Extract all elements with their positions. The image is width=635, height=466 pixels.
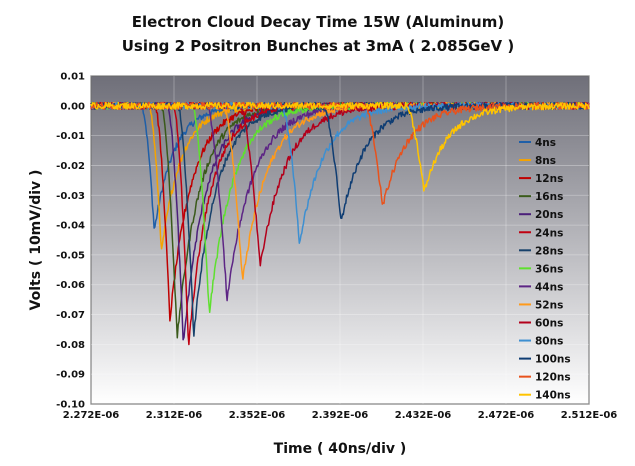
legend-label: 120ns [535,372,571,384]
x-axis-ticks: 2.272E-06 2.312E-06 2.352E-06 2.392E-06 2.43… [63,410,618,421]
legend-label: 20ns [535,209,563,221]
legend: 4ns 8ns 12ns 16ns 20ns 24ns 28ns 36ns 44ns 52ns 60… [519,137,571,402]
chart-title: Electron Cloud Decay Time 15W (Aluminum) [132,13,504,31]
grid-lines [90,75,590,405]
x-tick-label: 2.472E-06 [478,410,535,421]
x-tick-label: 2.432E-06 [395,410,452,421]
y-tick-label: -0.08 [56,340,85,351]
legend-label: 100ns [535,354,571,366]
y-tick-label: -0.09 [56,370,85,381]
legend-label: 4ns [535,137,556,149]
y-tick-label: 0.00 [60,101,85,112]
plot-area [90,75,590,405]
chart-subtitle: Using 2 Positron Bunches at 3mA ( 2.085G… [122,37,514,55]
legend-label: 28ns [535,245,563,257]
y-tick-label: -0.06 [56,280,85,291]
legend-label: 12ns [535,173,563,185]
legend-label: 24ns [535,227,563,239]
legend-label: 44ns [535,281,563,293]
legend-label: 60ns [535,318,563,330]
legend-label: 36ns [535,263,563,275]
y-axis-ticks: 0.01 0.00 -0.01 -0.02 -0.03 -0.04 -0.05 -0.06 -0… [56,72,85,411]
x-tick-label: 2.352E-06 [229,410,286,421]
y-tick-label: -0.04 [56,221,85,232]
y-tick-label: -0.03 [56,191,85,202]
legend-label: 16ns [535,191,563,203]
x-tick-label: 2.392E-06 [312,410,369,421]
x-tick-label: 2.272E-06 [63,410,120,421]
series-line-140ns [90,101,590,192]
y-tick-label: -0.10 [56,400,85,411]
y-tick-label: -0.07 [56,310,85,321]
y-axis-title: Volts ( 10mV/div ) [28,170,44,311]
legend-label: 140ns [535,390,571,402]
y-tick-label: 0.01 [60,72,85,83]
y-tick-label: -0.01 [56,131,85,142]
legend-label: 80ns [535,336,563,348]
y-tick-label: -0.02 [56,161,85,172]
series-lines [90,101,590,346]
x-tick-label: 2.512E-06 [561,410,618,421]
legend-label: 8ns [535,155,556,167]
legend-label: 52ns [535,299,563,311]
x-tick-label: 2.312E-06 [146,410,203,421]
x-axis-title: Time ( 40ns/div ) [274,441,407,457]
y-tick-label: -0.05 [56,250,85,261]
